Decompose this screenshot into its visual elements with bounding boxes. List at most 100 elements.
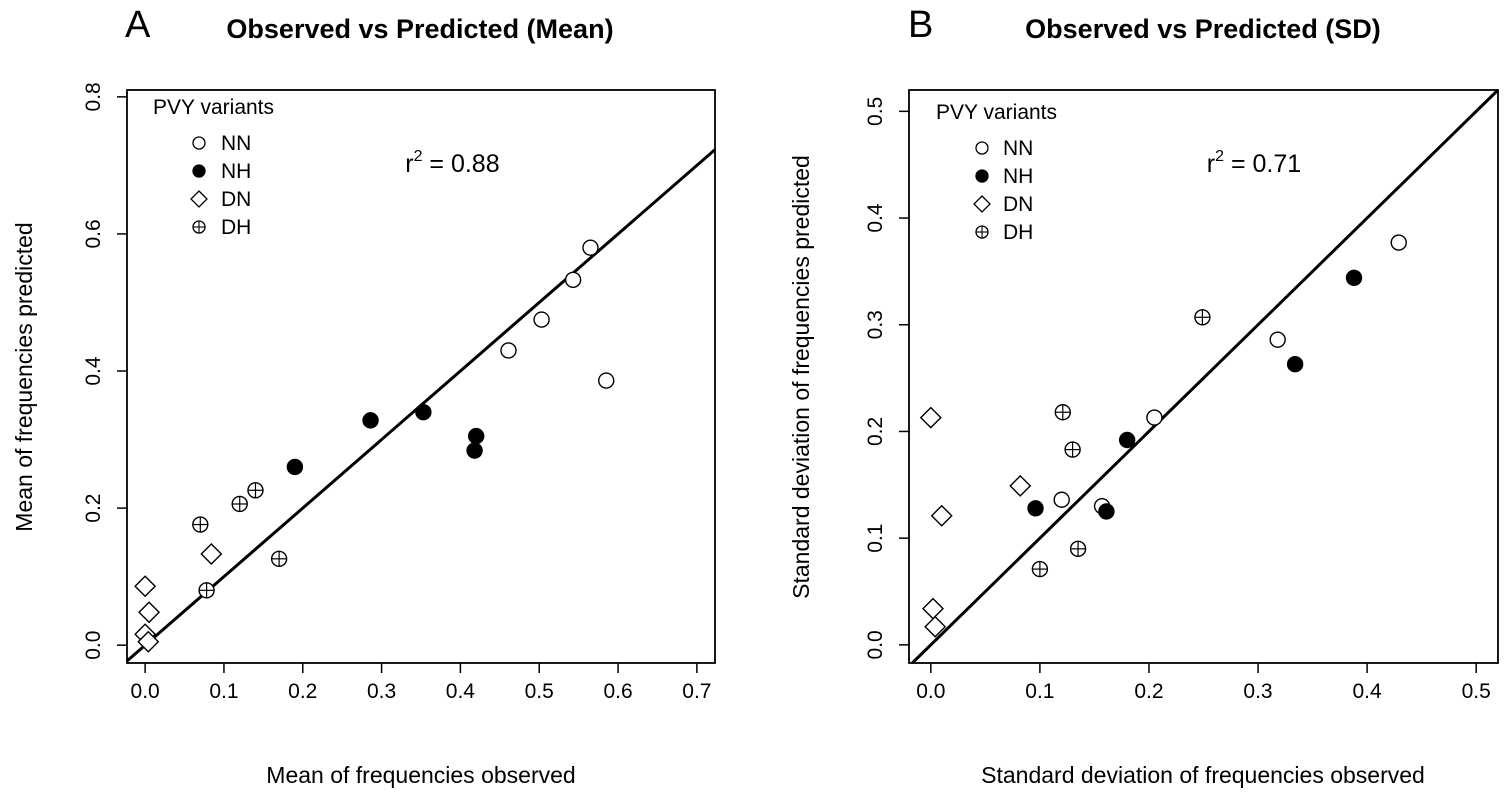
panel-a-plot-box (126, 89, 716, 664)
panel-b-point-nn (1146, 409, 1163, 426)
panel-a-legend-label-nh: NH (221, 160, 251, 183)
panel-b-legend-label-dh: DH (1003, 221, 1033, 244)
panel-b-point-dn (919, 406, 942, 429)
panel-a-x-tick-label: 0.0 (131, 680, 160, 703)
panel-b-legend: PVY variants NN NH DN DH (936, 101, 1057, 244)
panel-a-point-nh (467, 427, 485, 445)
panel-a-point-dh (192, 516, 209, 533)
panel-b-point-nh (1345, 269, 1363, 286)
panel-b-x-tick-label: 0.2 (1134, 680, 1163, 703)
panel-b-point-dn (922, 597, 944, 620)
panel-a-x-axis-title: Mean of frequencies observed (266, 762, 575, 788)
panel-a-point-dh (270, 550, 288, 568)
panel-a-y-tick-label: 0.8 (82, 82, 105, 111)
panel-b-legend-marker-nn (975, 141, 989, 155)
panel-b-x-tick-label: 0.5 (1462, 680, 1491, 703)
panel-b-plot-box (908, 89, 1499, 664)
panel-b-r-squared: r2 = 0.71 (1207, 148, 1301, 178)
panel-a-legend-marker-dn (190, 190, 208, 208)
panel-b-legend-label-dn: DN (1003, 193, 1033, 216)
panel-a-point-nh (362, 412, 379, 429)
panel-a-y-tick-label: 0.0 (82, 631, 105, 660)
panel-b-legend-marker-dn (973, 195, 991, 213)
panel-a-point-dn (134, 575, 157, 598)
panel-b: B Observed vs Predicted (SD) 0.0 0.1 0.2 0.… (788, 4, 1500, 788)
panel-a-point-dh (198, 582, 215, 599)
panel-a-legend-markers (190, 136, 208, 234)
panel-b-letter: B (908, 4, 933, 46)
panel-b-y-tick-label: 0.5 (864, 97, 887, 126)
panel-b-point-dh (1069, 540, 1087, 558)
panel-a-plot-area: 0.0 0.1 0.2 0.3 0.4 0.5 0.6 0.7 0.0 0.2 0.4 0.6 0.8 (82, 82, 716, 703)
panel-a-legend-label-dn: DN (221, 188, 251, 211)
panel-a-x-tick-label: 0.3 (367, 680, 396, 703)
panel-b-x-axis-title: Standard deviation of frequencies observ… (981, 762, 1425, 788)
panel-b-y-axis-title: Standard deviation of frequencies predic… (788, 155, 814, 599)
panel-b-point-nn (1053, 491, 1070, 508)
panel-b-point-dn (930, 504, 953, 527)
panel-a-y-tick-label: 0.2 (82, 493, 105, 522)
panel-a: A Observed vs Predicted (Mean) 0.0 0.1 0.2… (11, 4, 716, 788)
panel-b-point-dn (924, 615, 947, 638)
panel-b-point-dh (1064, 441, 1081, 458)
panel-b-y-tick-label: 0.2 (864, 417, 887, 446)
panel-b-x-tick-label: 0.1 (1025, 680, 1054, 703)
panel-b-legend-marker-nh (975, 169, 989, 183)
panel-b-x-tick-label: 0.3 (1243, 680, 1272, 703)
panel-b-legend-title: PVY variants (936, 101, 1057, 124)
panel-a-legend-marker-nh (192, 164, 206, 178)
panel-a-point-nh (286, 458, 304, 476)
panel-b-legend-label-nh: NH (1003, 165, 1033, 188)
panel-b-point-nh (1098, 503, 1115, 520)
panel-a-point-nn (533, 311, 550, 328)
panel-a-point-dn (200, 543, 223, 566)
panel-a-x-tick-label: 0.1 (209, 680, 238, 703)
panel-a-x-tick-label: 0.6 (603, 680, 632, 703)
panel-a-r-squared: r2 = 0.88 (405, 148, 499, 178)
panel-a-x-tick-label: 0.2 (288, 680, 317, 703)
panel-a-y-tick-label: 0.4 (82, 356, 105, 386)
panel-a-point-dn (137, 630, 160, 653)
panel-a-letter: A (125, 4, 151, 46)
panel-a-point-nn (500, 342, 517, 359)
panel-a-y-tick-label: 0.6 (82, 219, 105, 248)
panel-a-legend-marker-nn (192, 136, 206, 150)
panel-b-plot-area: 0.0 0.1 0.2 0.3 0.4 0.5 0.0 0.1 0.2 0.3 0.4 0.5 (864, 88, 1500, 703)
panel-b-point-nh (1286, 356, 1304, 373)
panel-b-y-tick-label: 0.4 (864, 203, 887, 233)
panel-a-point-nn (582, 239, 599, 256)
panel-b-legend-marker-dh (975, 225, 989, 239)
panel-a-point-dn (138, 601, 161, 624)
panel-a-legend-label-dh: DH (221, 216, 251, 239)
panel-b-point-nh (1118, 431, 1136, 449)
panel-b-point-dh (1054, 404, 1071, 421)
panel-b-y-tick-label: 0.1 (864, 524, 887, 553)
panel-a-x-tick-label: 0.4 (446, 680, 476, 703)
panel-a-point-dh (231, 495, 248, 513)
panel-a-y-axis-title: Mean of frequencies predicted (11, 222, 37, 531)
panel-b-legend-label-nn: NN (1003, 137, 1033, 160)
panel-a-x-tick-label: 0.7 (682, 680, 711, 703)
panel-a-point-nh (466, 442, 483, 459)
panel-a-point-nn (564, 271, 582, 289)
panel-a-legend-marker-dh (192, 220, 206, 234)
panel-a-legend-title: PVY variants (153, 96, 274, 119)
panel-a-legend: PVY variants NN NH DN DH (153, 96, 274, 239)
panel-b-point-nn (1269, 331, 1286, 348)
panel-b-point-nn (1390, 234, 1407, 251)
panel-b-title: Observed vs Predicted (SD) (1025, 14, 1381, 44)
panel-b-x-tick-label: 0.0 (916, 680, 945, 703)
panel-b-point-dh (1031, 560, 1049, 578)
panel-b-point-dh (1194, 309, 1211, 326)
panel-a-title: Observed vs Predicted (Mean) (226, 14, 613, 44)
panel-b-legend-markers (973, 141, 991, 239)
panel-b-y-tick-label: 0.3 (864, 310, 887, 339)
panel-a-point-dh (247, 482, 264, 499)
panel-a-x-tick-label: 0.5 (525, 680, 554, 703)
panel-b-y-tick-label: 0.0 (864, 630, 887, 659)
panel-b-point-nh (1027, 500, 1044, 517)
panel-b-reference-line (911, 88, 1500, 665)
panel-a-legend-label-nn: NN (221, 132, 251, 155)
panel-b-x-tick-label: 0.4 (1353, 680, 1383, 703)
